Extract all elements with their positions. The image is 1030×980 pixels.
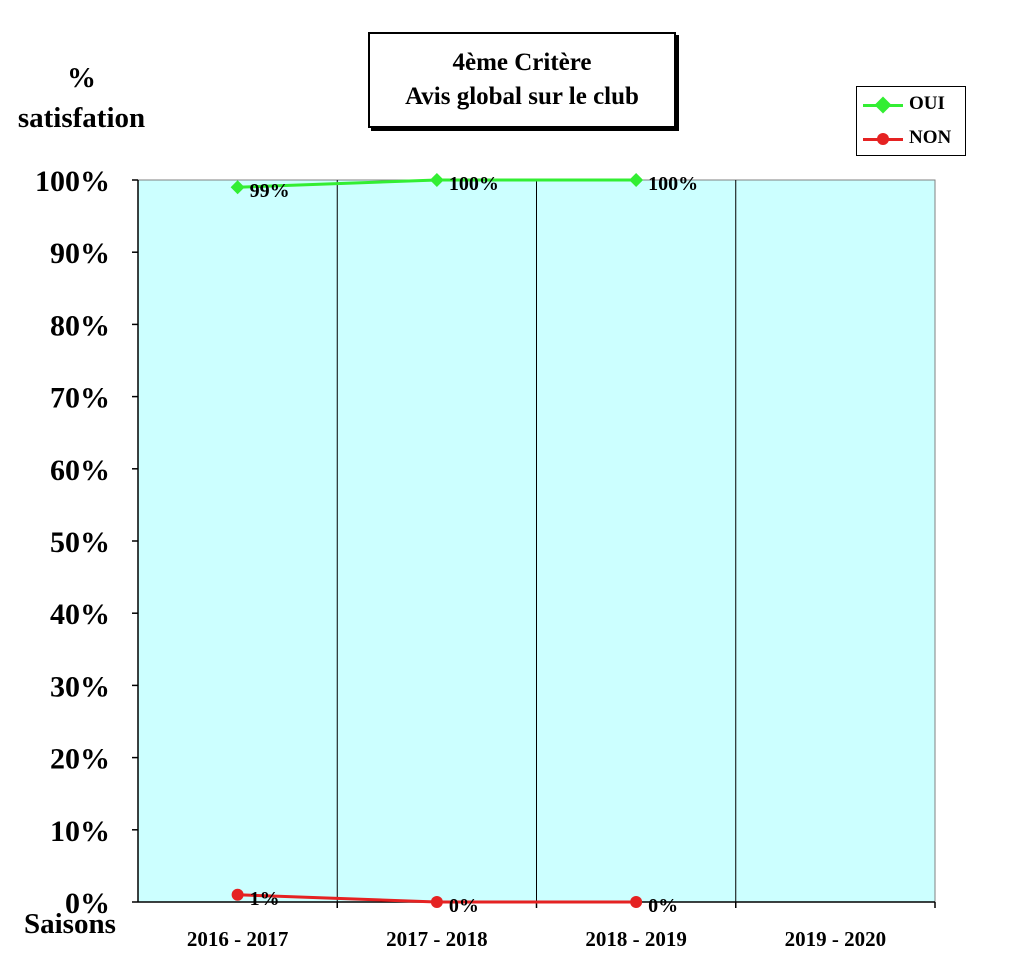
y-tick-label: 70% bbox=[50, 382, 110, 415]
data-label-oui: 100% bbox=[648, 173, 698, 195]
x-tick-label: 2017 - 2018 bbox=[386, 927, 488, 951]
data-point-oui bbox=[429, 173, 444, 187]
legend-entry-oui: OUI bbox=[857, 89, 965, 119]
legend-entry-non: NON bbox=[857, 123, 965, 153]
y-tick-label: 80% bbox=[50, 309, 110, 342]
data-label-non: 1% bbox=[250, 888, 280, 910]
x-axis-label: Saisons bbox=[24, 908, 116, 940]
data-label-oui: 100% bbox=[449, 173, 499, 195]
data-point-non bbox=[430, 896, 443, 908]
chart-title-line-1: 4ème Critère bbox=[452, 49, 592, 76]
y-tick-label: 100% bbox=[35, 165, 110, 198]
y-tick-label: 20% bbox=[50, 743, 110, 776]
y-tick-label: 30% bbox=[50, 670, 110, 703]
y-tick-label: 40% bbox=[50, 598, 110, 631]
y-tick-label: 50% bbox=[50, 526, 110, 559]
data-point-oui bbox=[629, 173, 644, 187]
data-label-non: 0% bbox=[648, 895, 678, 917]
data-point-non bbox=[630, 896, 643, 908]
y-tick-label: 90% bbox=[50, 237, 110, 270]
legend-label-non: NON bbox=[909, 127, 952, 148]
data-label-oui: 99% bbox=[250, 180, 290, 202]
x-tick-label: 2016 - 2017 bbox=[187, 927, 289, 951]
chart-title: 4ème Critère Avis global sur le club bbox=[368, 32, 676, 128]
y-tick-label: 60% bbox=[50, 454, 110, 487]
chart-title-line-2: Avis global sur le club bbox=[405, 83, 639, 110]
x-tick-label: 2018 - 2019 bbox=[585, 927, 687, 951]
legend-circle-icon bbox=[877, 133, 889, 145]
legend-label-oui: OUI bbox=[909, 93, 945, 114]
y-axis-label-line-2: satisfation bbox=[17, 102, 146, 134]
y-axis-label: % satisfation bbox=[4, 58, 159, 138]
y-tick-label: 10% bbox=[50, 815, 110, 848]
legend: OUI NON bbox=[856, 86, 966, 156]
y-tick-label: 0% bbox=[65, 887, 110, 920]
data-point-non bbox=[231, 888, 244, 901]
y-axis-label-line-1: % bbox=[67, 62, 96, 94]
x-tick-label: 2019 - 2020 bbox=[785, 927, 887, 951]
legend-diamond-icon bbox=[874, 96, 892, 114]
data-point-oui bbox=[230, 180, 245, 195]
data-label-non: 0% bbox=[449, 895, 479, 917]
